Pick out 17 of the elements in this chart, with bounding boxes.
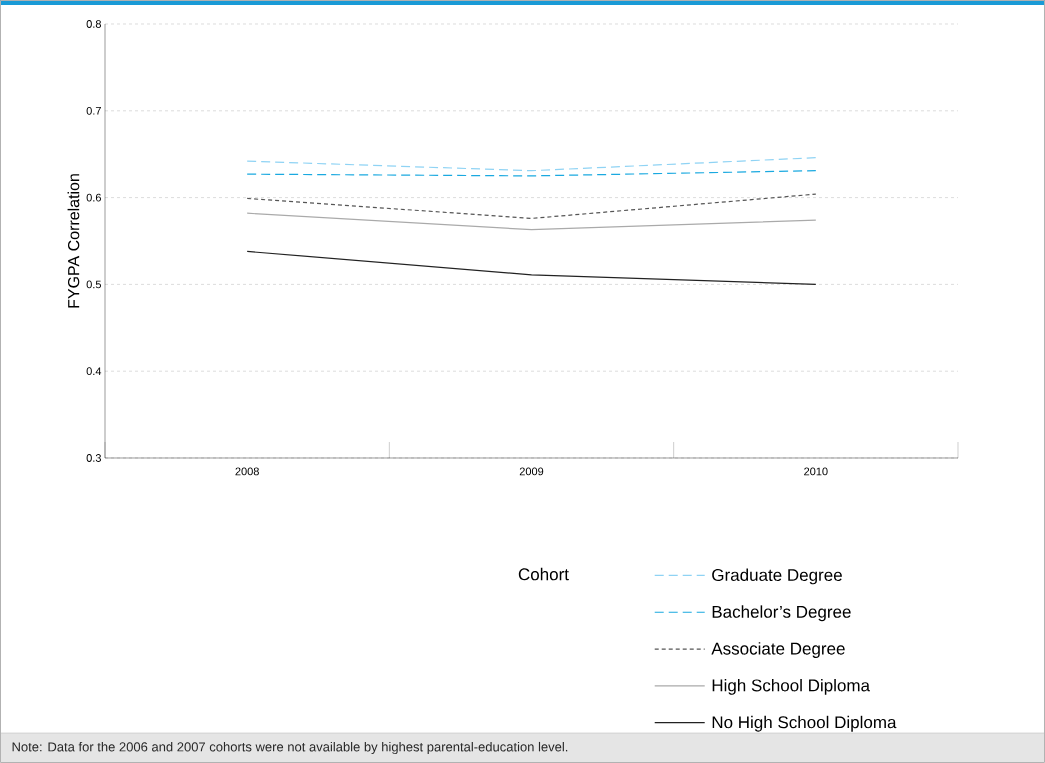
legend-label: Graduate Degree (712, 568, 842, 585)
legend-label: High School Diploma (712, 678, 871, 695)
x-tick-label: 2009 (519, 467, 544, 476)
text: Note: Data for the 2006 and 2007 cohorts were not available by highest parental-education level. (12, 741, 568, 755)
y-axis-title: FYGPA Correlation (67, 174, 80, 308)
legend-label: Associate Degree (711, 642, 845, 659)
legend-label: No High School Diploma (712, 715, 897, 732)
x-tick-label: 2008 (235, 467, 259, 476)
y-tick-label: 0.4 (86, 367, 102, 376)
y-tick-label: 0.8 (86, 20, 101, 28)
legend-title: Cohort (518, 567, 569, 581)
y-tick-label: 0.7 (86, 106, 101, 115)
x-tick-label: 2010 (804, 467, 828, 476)
legend-label: Bachelor’s Degree (712, 605, 851, 622)
y-tick-label: 0.3 (86, 454, 101, 462)
y-tick-label: 0.5 (86, 280, 101, 289)
y-tick-label: 0.6 (86, 193, 101, 202)
